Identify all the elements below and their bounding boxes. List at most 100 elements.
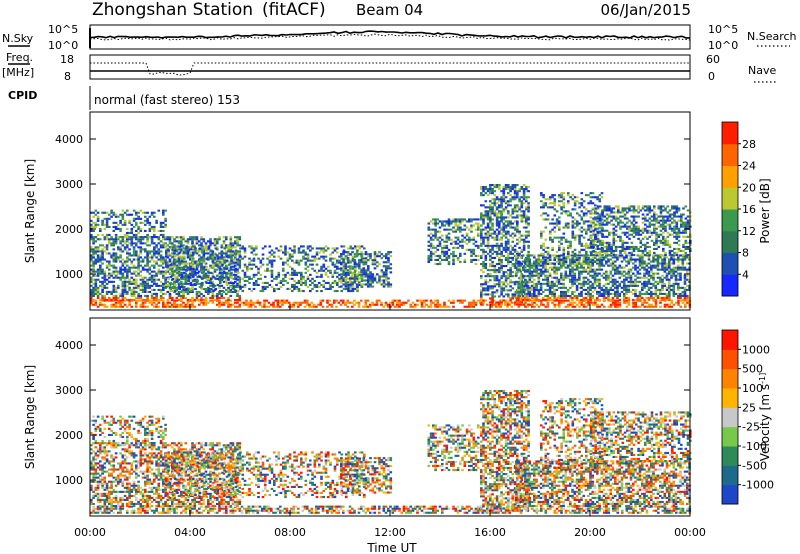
power-cell [522,240,526,243]
power-cell [470,248,473,251]
power-cell [309,249,312,252]
power-cell [524,294,527,297]
power-cell [409,305,413,308]
power-cell [92,286,95,289]
power-cell [620,272,624,275]
power-cell [569,264,572,267]
power-cell [353,253,357,256]
power-cell [511,297,515,300]
power-cell [358,281,361,284]
power-cell [263,301,266,304]
power-cell [354,265,357,268]
power-cell [369,273,372,276]
power-cell [300,251,303,254]
power-cell [198,282,201,285]
power-cell [393,305,397,308]
power-cell [306,301,309,304]
power-cell [679,274,682,277]
power-cell [647,262,651,265]
power-cell [252,283,256,286]
power-cell [573,274,577,277]
power-cell [553,266,556,269]
power-cell [90,301,93,304]
power-cell [618,266,622,269]
power-cell [362,305,365,308]
power-cell [575,278,579,281]
power-cell [656,260,660,263]
power-cell [351,273,354,276]
power-cell [531,305,534,308]
power-cell [654,288,658,291]
power-cell [378,281,381,284]
power-cell [222,301,226,304]
power-cell [169,267,173,270]
power-cell [470,250,473,253]
power-cell [157,301,161,304]
freq-lines [90,62,690,76]
power-cell [123,276,127,279]
power-cell [168,246,172,249]
power-cell [153,252,156,255]
power-cell [126,299,129,302]
power-cell [598,305,602,308]
power-cell [105,282,109,285]
power-cell [171,273,175,276]
power-cell [454,230,458,233]
power-cell [121,250,125,253]
power-cell [526,254,529,257]
power-cell [112,299,116,302]
power-cell [589,296,592,299]
power-cell [196,249,200,252]
power-cell [210,253,213,256]
power-cell [582,260,586,263]
power-cell [216,261,220,264]
power-cell [126,268,129,271]
power-cell [243,283,247,286]
power-cell [200,236,203,239]
power-cell [527,208,530,211]
power-cell [502,228,506,231]
power-cell [539,286,543,289]
power-cell [482,265,485,268]
power-cell [509,256,512,259]
power-cell [369,257,372,260]
power-cell [593,282,597,285]
power-cell [333,247,337,250]
power-cell [519,282,523,285]
power-cell [230,247,233,250]
power-cell [527,244,530,247]
power-cell [221,251,224,254]
power-cell [207,301,210,304]
power-cell [495,232,499,235]
power-cell [331,247,335,250]
power-cell [99,303,102,306]
power-cell [432,246,435,249]
power-cell [681,268,685,271]
power-cell [153,260,156,263]
power-cell [222,296,226,299]
power-cell [495,206,499,209]
power-cell [551,286,554,289]
power-cell [230,275,233,278]
power-cell [627,276,631,279]
power-cell [90,280,93,283]
power-cell [119,301,122,304]
power-cell [185,247,188,250]
power-cell [112,240,116,243]
power-cell [486,287,490,290]
power-cell [166,290,170,293]
power-cell [117,256,120,259]
power-cell [452,305,455,308]
power-cell [486,275,490,278]
power-cell [511,275,515,278]
power-cell [187,273,191,276]
power-cell [504,285,508,288]
power-cell [436,230,440,233]
power-cell [553,276,556,279]
power-cell [228,249,231,252]
power-cell [513,228,517,231]
power-cell [596,280,599,283]
power-cell [94,301,98,304]
power-cell [177,278,181,281]
power-cell [528,262,532,265]
